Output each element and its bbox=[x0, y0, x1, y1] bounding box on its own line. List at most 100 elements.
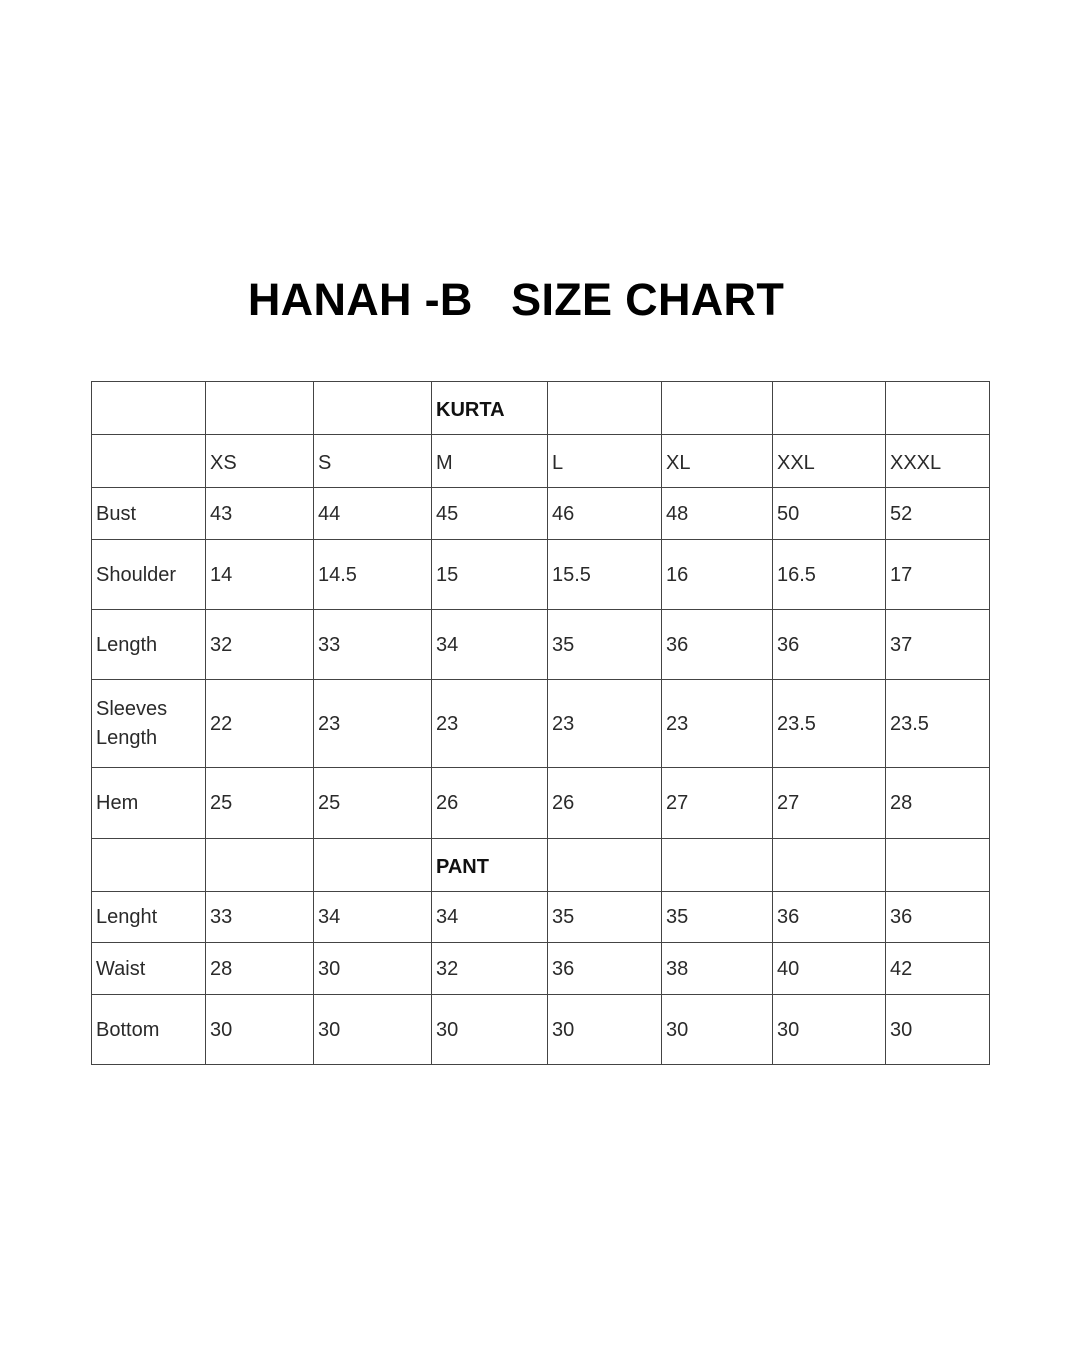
value-cell: 37 bbox=[885, 609, 990, 680]
row-label-cell bbox=[91, 434, 206, 488]
section-title-cell bbox=[547, 381, 662, 435]
row-label-cell: Bust bbox=[91, 487, 206, 540]
section-row: KURTA bbox=[91, 381, 990, 435]
size-label-cell: XL bbox=[661, 434, 773, 488]
value-cell: 26 bbox=[547, 767, 662, 839]
table-row: Waist 28 30 32 36 38 40 42 bbox=[91, 942, 990, 995]
section-title-cell bbox=[772, 381, 886, 435]
value-cell: 32 bbox=[205, 609, 314, 680]
value-cell: 35 bbox=[547, 891, 662, 943]
value-cell: 30 bbox=[313, 994, 432, 1065]
value-cell: 33 bbox=[313, 609, 432, 680]
value-cell: 30 bbox=[547, 994, 662, 1065]
value-cell: 43 bbox=[205, 487, 314, 540]
value-cell: 36 bbox=[772, 891, 886, 943]
value-cell: 23 bbox=[313, 679, 432, 768]
section-title-cell bbox=[772, 838, 886, 892]
value-cell: 14.5 bbox=[313, 539, 432, 610]
row-label-cell: Sleeves Length bbox=[91, 679, 206, 768]
value-cell: 28 bbox=[205, 942, 314, 995]
row-label-cell: Bottom bbox=[91, 994, 206, 1065]
value-cell: 30 bbox=[772, 994, 886, 1065]
value-cell: 16 bbox=[661, 539, 773, 610]
section-title-cell bbox=[885, 381, 990, 435]
value-cell: 38 bbox=[661, 942, 773, 995]
size-chart-table: KURTA XS S M L XL XXL XXXL Bust 43 44 45 46 48 50 52 Sho… bbox=[91, 381, 990, 1065]
size-label-cell: S bbox=[313, 434, 432, 488]
table-row: Sleeves Length 22 23 23 23 23 23.5 23.5 bbox=[91, 679, 990, 768]
value-cell: 40 bbox=[772, 942, 886, 995]
size-label-cell: L bbox=[547, 434, 662, 488]
section-title-cell: KURTA bbox=[431, 381, 548, 435]
value-cell: 44 bbox=[313, 487, 432, 540]
value-cell: 15.5 bbox=[547, 539, 662, 610]
value-cell: 16.5 bbox=[772, 539, 886, 610]
value-cell: 23.5 bbox=[772, 679, 886, 768]
size-label-cell: XXXL bbox=[885, 434, 990, 488]
table-row: Lenght 33 34 34 35 35 36 36 bbox=[91, 891, 990, 943]
value-cell: 30 bbox=[431, 994, 548, 1065]
value-cell: 14 bbox=[205, 539, 314, 610]
row-label-cell: Shoulder bbox=[91, 539, 206, 610]
size-label-cell: XS bbox=[205, 434, 314, 488]
value-cell: 48 bbox=[661, 487, 773, 540]
row-label-cell: Waist bbox=[91, 942, 206, 995]
value-cell: 36 bbox=[547, 942, 662, 995]
section-title-cell: PANT bbox=[431, 838, 548, 892]
row-label-cell: Hem bbox=[91, 767, 206, 839]
value-cell: 27 bbox=[772, 767, 886, 839]
row-label-cell bbox=[91, 838, 206, 892]
value-cell: 25 bbox=[205, 767, 314, 839]
section-title-cell bbox=[313, 838, 432, 892]
section-title-cell bbox=[661, 381, 773, 435]
table-row: Bottom 30 30 30 30 30 30 30 bbox=[91, 994, 990, 1065]
value-cell: 23.5 bbox=[885, 679, 990, 768]
value-cell: 32 bbox=[431, 942, 548, 995]
section-row: PANT bbox=[91, 838, 990, 892]
value-cell: 35 bbox=[661, 891, 773, 943]
size-header-row: XS S M L XL XXL XXXL bbox=[91, 434, 990, 488]
page-title: HANAH -B SIZE CHART bbox=[247, 274, 785, 325]
value-cell: 46 bbox=[547, 487, 662, 540]
value-cell: 30 bbox=[205, 994, 314, 1065]
value-cell: 26 bbox=[431, 767, 548, 839]
value-cell: 15 bbox=[431, 539, 548, 610]
value-cell: 36 bbox=[885, 891, 990, 943]
value-cell: 25 bbox=[313, 767, 432, 839]
table-row: Shoulder 14 14.5 15 15.5 16 16.5 17 bbox=[91, 539, 990, 610]
value-cell: 42 bbox=[885, 942, 990, 995]
value-cell: 17 bbox=[885, 539, 990, 610]
section-title-cell bbox=[205, 838, 314, 892]
size-label-cell: XXL bbox=[772, 434, 886, 488]
table-row: Bust 43 44 45 46 48 50 52 bbox=[91, 487, 990, 540]
row-label-cell bbox=[91, 381, 206, 435]
section-title-cell bbox=[661, 838, 773, 892]
value-cell: 30 bbox=[885, 994, 990, 1065]
value-cell: 23 bbox=[661, 679, 773, 768]
value-cell: 30 bbox=[661, 994, 773, 1065]
section-title-cell bbox=[313, 381, 432, 435]
value-cell: 22 bbox=[205, 679, 314, 768]
value-cell: 27 bbox=[661, 767, 773, 839]
value-cell: 36 bbox=[772, 609, 886, 680]
value-cell: 28 bbox=[885, 767, 990, 839]
value-cell: 33 bbox=[205, 891, 314, 943]
size-label-cell: M bbox=[431, 434, 548, 488]
value-cell: 45 bbox=[431, 487, 548, 540]
value-cell: 34 bbox=[431, 609, 548, 680]
table-row: Length 32 33 34 35 36 36 37 bbox=[91, 609, 990, 680]
row-label-cell: Lenght bbox=[91, 891, 206, 943]
value-cell: 23 bbox=[431, 679, 548, 768]
row-label-cell: Length bbox=[91, 609, 206, 680]
value-cell: 52 bbox=[885, 487, 990, 540]
value-cell: 35 bbox=[547, 609, 662, 680]
value-cell: 50 bbox=[772, 487, 886, 540]
value-cell: 34 bbox=[431, 891, 548, 943]
value-cell: 34 bbox=[313, 891, 432, 943]
value-cell: 36 bbox=[661, 609, 773, 680]
section-title-cell bbox=[547, 838, 662, 892]
section-title-cell bbox=[885, 838, 990, 892]
table-row: Hem 25 25 26 26 27 27 28 bbox=[91, 767, 990, 839]
value-cell: 23 bbox=[547, 679, 662, 768]
section-title-cell bbox=[205, 381, 314, 435]
